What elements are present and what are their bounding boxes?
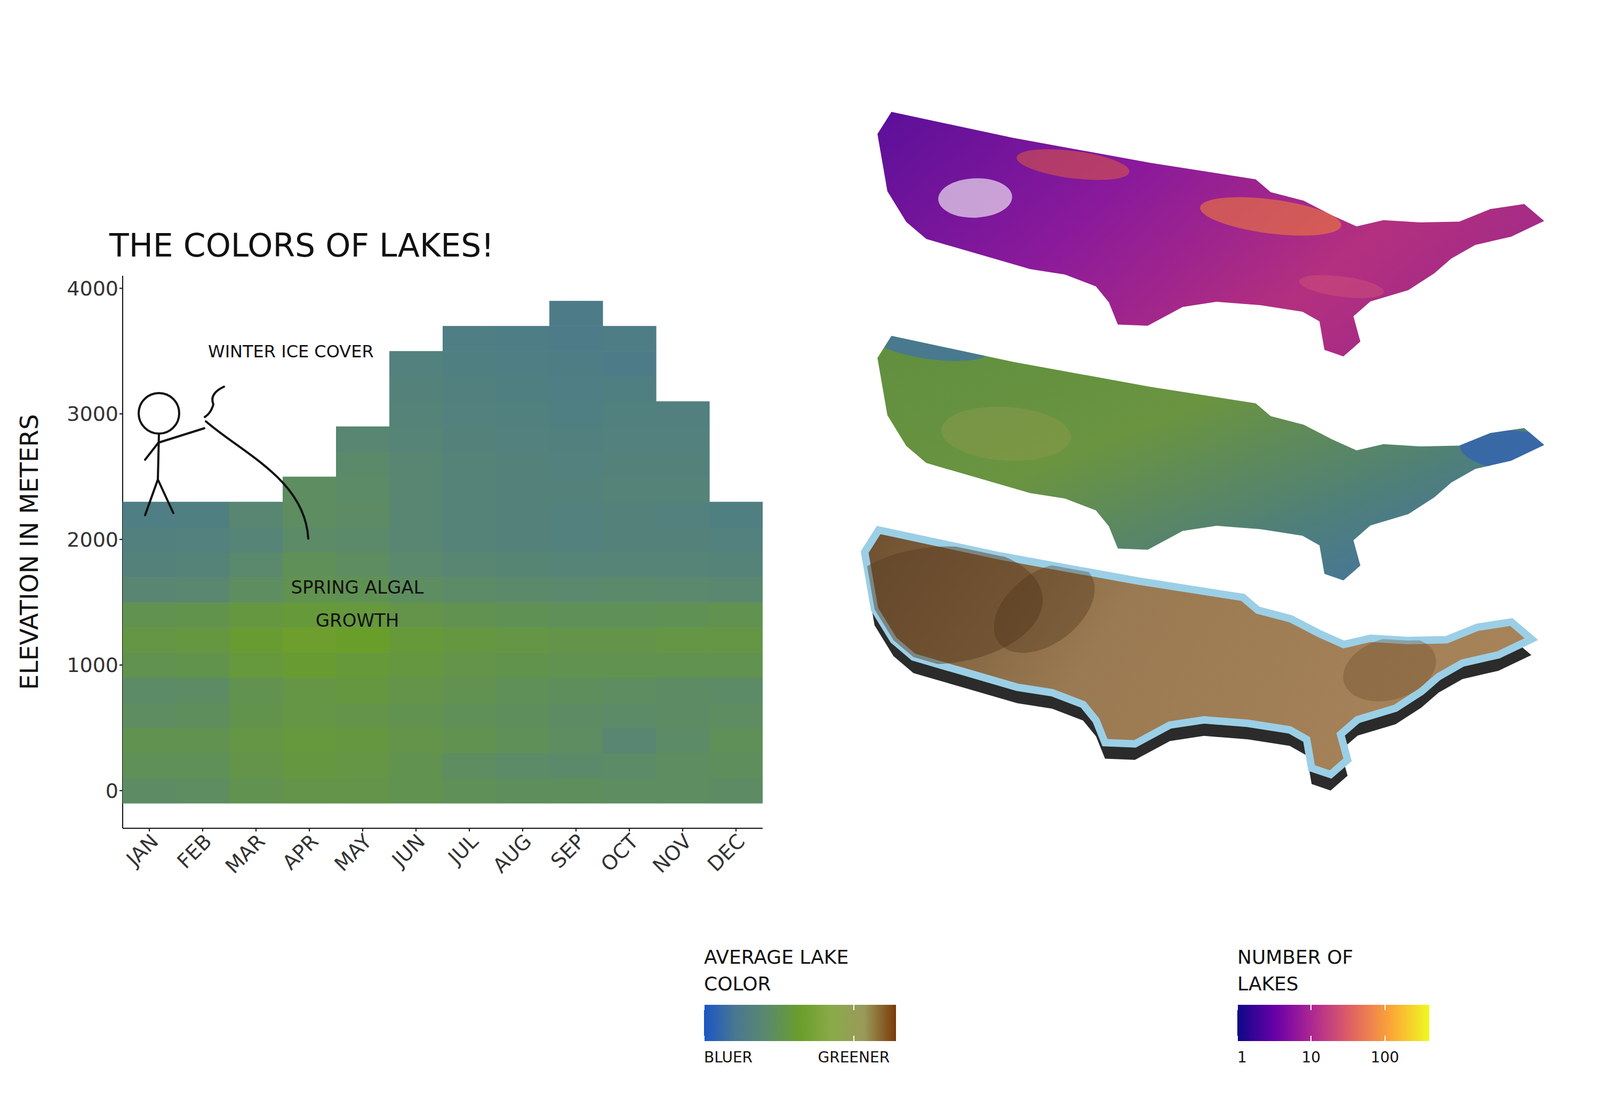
svg-text:MAR: MAR — [220, 829, 270, 878]
svg-text:0: 0 — [105, 779, 119, 803]
svg-text:2000: 2000 — [66, 528, 119, 552]
svg-text:FEB: FEB — [172, 829, 216, 874]
html-text:10: 10 — [1301, 1048, 1321, 1067]
html-text:SPRING ALGAL GROWTH: SPRING ALGAL GROWTH — [290, 576, 424, 631]
html-text:WINTER ICE COVER: WINTER ICE COVER — [208, 341, 374, 362]
svg-text:4000: 4000 — [66, 276, 119, 301]
svg-text:JAN: JAN — [121, 829, 163, 871]
html-text:THE COLORS OF LAKES!: THE COLORS OF LAKES! — [109, 226, 495, 264]
svg-text:AUG: AUG — [488, 829, 536, 878]
svg-text:MAY: MAY — [329, 829, 377, 877]
html-text:AVERAGE LAKE COLOR: AVERAGE LAKE COLOR — [704, 946, 849, 995]
html-text:1: 1 — [1237, 1048, 1247, 1067]
svg-text:JUN: JUN — [386, 829, 430, 872]
html-text:BLUER: BLUER — [704, 1048, 753, 1067]
html-text:GREENER: GREENER — [817, 1048, 890, 1067]
svg-text:SEP: SEP — [546, 829, 590, 873]
svg-text:3000: 3000 — [66, 402, 119, 426]
html-text:ELEVATION IN METERS: ELEVATION IN METERS — [14, 414, 44, 690]
svg-text:JUL: JUL — [442, 829, 483, 870]
svg-text:APR: APR — [277, 829, 323, 875]
html-text:NUMBER OF LAKES: NUMBER OF LAKES — [1237, 946, 1354, 995]
html-text:100: 100 — [1370, 1048, 1400, 1067]
svg-text:DEC: DEC — [702, 829, 750, 877]
svg-text:OCT: OCT — [596, 829, 644, 877]
svg-text:1000: 1000 — [66, 653, 119, 677]
svg-text:NOV: NOV — [648, 829, 696, 878]
